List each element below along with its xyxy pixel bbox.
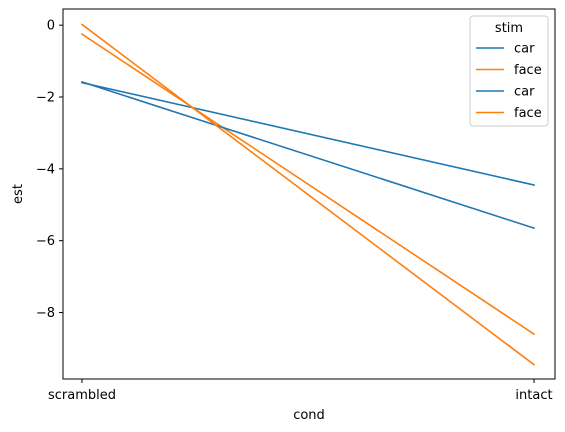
legend: stim car face car face	[470, 16, 548, 126]
legend-item-label: car	[514, 42, 535, 57]
legend-item-label: car	[514, 85, 535, 100]
y-tick-label: −6	[36, 234, 55, 249]
y-tick-label: −8	[36, 306, 55, 321]
legend-item-label: face	[514, 63, 542, 78]
x-tick-label: scrambled	[48, 388, 116, 403]
x-axis-label: cond	[293, 408, 325, 423]
y-tick-label: 0	[47, 19, 55, 34]
y-tick-label: −2	[36, 91, 55, 106]
legend-item-label: face	[514, 106, 542, 121]
x-tick-label: intact	[515, 388, 552, 403]
legend-title: stim	[495, 21, 523, 36]
y-axis-label: est	[11, 184, 26, 204]
y-tick-label: −4	[36, 162, 55, 177]
